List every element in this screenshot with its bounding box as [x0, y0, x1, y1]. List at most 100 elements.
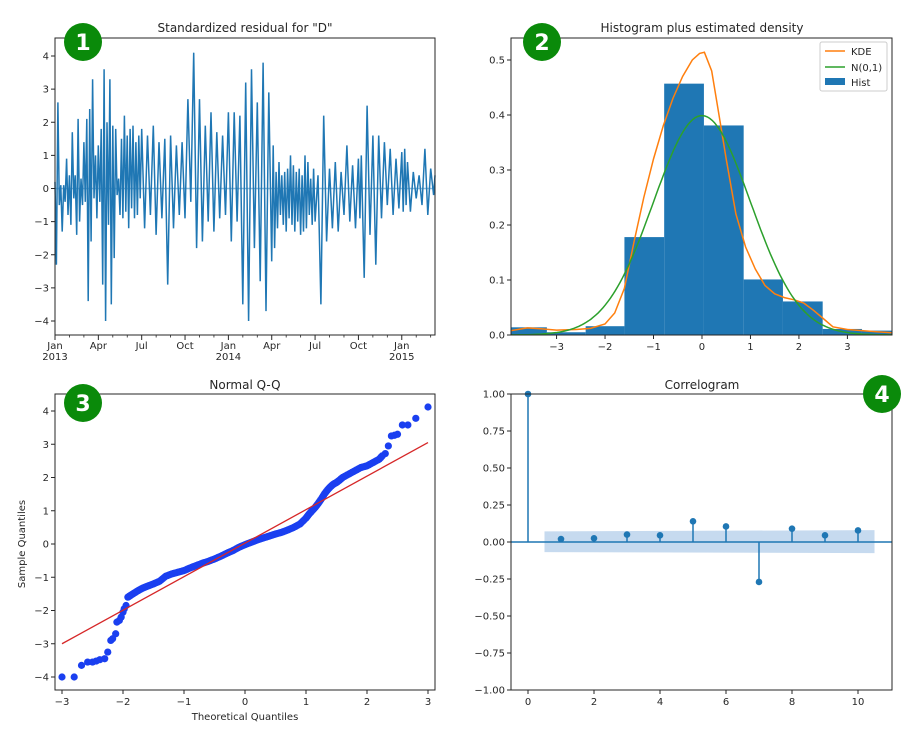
qq-plot-area — [58, 403, 432, 681]
y-tick-label: −0.75 — [474, 649, 505, 660]
acf-marker — [557, 535, 565, 543]
x-tick-label: Jan — [393, 341, 409, 352]
x-tick-label: −2 — [116, 697, 131, 708]
histogram-clipped-group — [511, 51, 892, 335]
x-tick-label: Apr — [263, 341, 281, 352]
y-tick-label: 0 — [43, 184, 49, 195]
qq-x-axis-label: Theoretical Quantiles — [191, 712, 299, 723]
residual-plot-area — [54, 52, 436, 322]
y-tick-label: 4 — [43, 407, 49, 418]
x-tick-year-label: 2013 — [42, 352, 67, 363]
x-tick-label: −1 — [177, 697, 192, 708]
x-tick-label: Jul — [135, 341, 148, 352]
x-tick-year-label: 2014 — [216, 352, 241, 363]
x-tick-label: Oct — [350, 341, 367, 352]
qq-point — [398, 421, 406, 429]
x-tick-label: Jan — [46, 341, 62, 352]
correlogram-y-axis: −1.00 −0.75 −0.50 −0.25 0.00 0.25 0.50 0.75 1.00 — [474, 390, 511, 697]
y-tick-label: −3 — [34, 639, 49, 650]
residual-y-axis: −4 −3 −2 −1 0 1 2 3 4 — [34, 52, 55, 328]
x-tick-label: 1 — [303, 697, 309, 708]
residual-series-line — [54, 52, 436, 322]
y-tick-label: 1.00 — [483, 390, 505, 401]
legend-hist-label: Hist — [851, 78, 871, 89]
y-tick-label: −0.25 — [474, 575, 505, 586]
y-tick-label: −0.50 — [474, 612, 505, 623]
histogram-y-axis: 0.0 0.1 0.2 0.3 0.4 0.5 — [489, 56, 511, 342]
acf-marker — [755, 578, 763, 586]
qq-point — [393, 430, 402, 438]
qq-point — [70, 673, 78, 681]
hist-bar — [585, 326, 625, 335]
badge-1-label: 1 — [75, 31, 90, 56]
y-tick-label: 0.75 — [483, 427, 505, 438]
x-tick-label: 1 — [747, 342, 753, 353]
y-tick-label: 2 — [43, 118, 49, 129]
x-tick-year-label: 2015 — [389, 352, 414, 363]
correlogram-title: Correlogram — [665, 378, 740, 392]
qq-point — [424, 403, 432, 411]
x-tick-label: 8 — [789, 697, 795, 708]
hist-bar — [743, 279, 783, 335]
x-tick-label: 10 — [852, 697, 865, 708]
x-tick-label: 4 — [657, 697, 663, 708]
y-tick-label: −1.00 — [474, 686, 505, 697]
hist-bar — [511, 327, 547, 335]
x-tick-label: −3 — [55, 697, 70, 708]
y-tick-label: 1 — [43, 151, 49, 162]
correlogram-panel: Correlogram −1.00 −0.75 −0.50 −0.25 0.00 0.25… — [474, 378, 893, 708]
badge-3-label: 3 — [75, 392, 90, 417]
kde-line — [511, 51, 892, 334]
residual-axes-frame — [54, 37, 436, 336]
x-tick-label: 6 — [723, 697, 729, 708]
histogram-panel: Histogram plus estimated density 0.00.10… — [489, 21, 893, 353]
x-tick-label: Apr — [90, 341, 108, 352]
legend-hist-swatch — [825, 78, 845, 85]
hist-bar — [861, 330, 892, 335]
histogram-legend: KDE N(0,1) Hist — [819, 41, 888, 92]
hist-bar — [782, 301, 823, 335]
x-tick-label: 0 — [242, 697, 248, 708]
normal-density-line — [511, 114, 892, 335]
qq-point — [404, 421, 412, 429]
y-tick-label: 3 — [43, 440, 49, 451]
badge-2-label: 2 — [534, 31, 549, 56]
qq-point — [384, 442, 392, 450]
x-tick-label: 0 — [699, 342, 705, 353]
x-tick-label: 2 — [364, 697, 370, 708]
y-tick-label: −4 — [34, 317, 49, 328]
y-tick-label: 0.5 — [489, 56, 505, 67]
y-tick-label: 0.50 — [483, 464, 505, 475]
qq-panel: Normal Q-Q −4 −3 −2 −1 0 1 2 3 4 −3 −2 −1 0 1 2 3 Theo… — [17, 378, 436, 723]
x-tick-label: −3 — [549, 342, 564, 353]
hist-bar — [546, 332, 586, 335]
badge-4-label: 4 — [874, 383, 889, 408]
y-tick-label: −4 — [34, 673, 49, 684]
hist-bar — [703, 125, 744, 335]
legend-kde-label: KDE — [851, 47, 872, 58]
x-tick-label: Jul — [308, 341, 321, 352]
x-tick-label: 2 — [591, 697, 597, 708]
histogram-plot-area — [511, 51, 892, 335]
residual-title: Standardized residual for "D" — [158, 21, 333, 35]
y-tick-label: 0.2 — [489, 221, 505, 232]
y-tick-label: −1 — [34, 217, 49, 228]
acf-marker — [656, 532, 664, 539]
legend-normal-label: N(0,1) — [851, 63, 882, 74]
x-tick-label: Jan — [220, 341, 236, 352]
x-tick-label: Oct — [176, 341, 193, 352]
acf-marker — [689, 517, 697, 525]
acf-marker — [590, 535, 598, 542]
y-tick-label: 4 — [43, 52, 49, 63]
histogram-x-axis: −3 −2 −1 0 1 2 3 — [549, 335, 851, 353]
y-tick-label: 0 — [43, 540, 49, 551]
histogram-title: Histogram plus estimated density — [601, 21, 804, 35]
qq-y-axis: −4 −3 −2 −1 0 1 2 3 4 — [34, 407, 55, 684]
acf-marker — [788, 525, 796, 532]
acf-marker — [854, 527, 862, 534]
qq-point — [377, 453, 386, 461]
hist-bar — [664, 83, 704, 335]
qq-point — [77, 661, 86, 669]
